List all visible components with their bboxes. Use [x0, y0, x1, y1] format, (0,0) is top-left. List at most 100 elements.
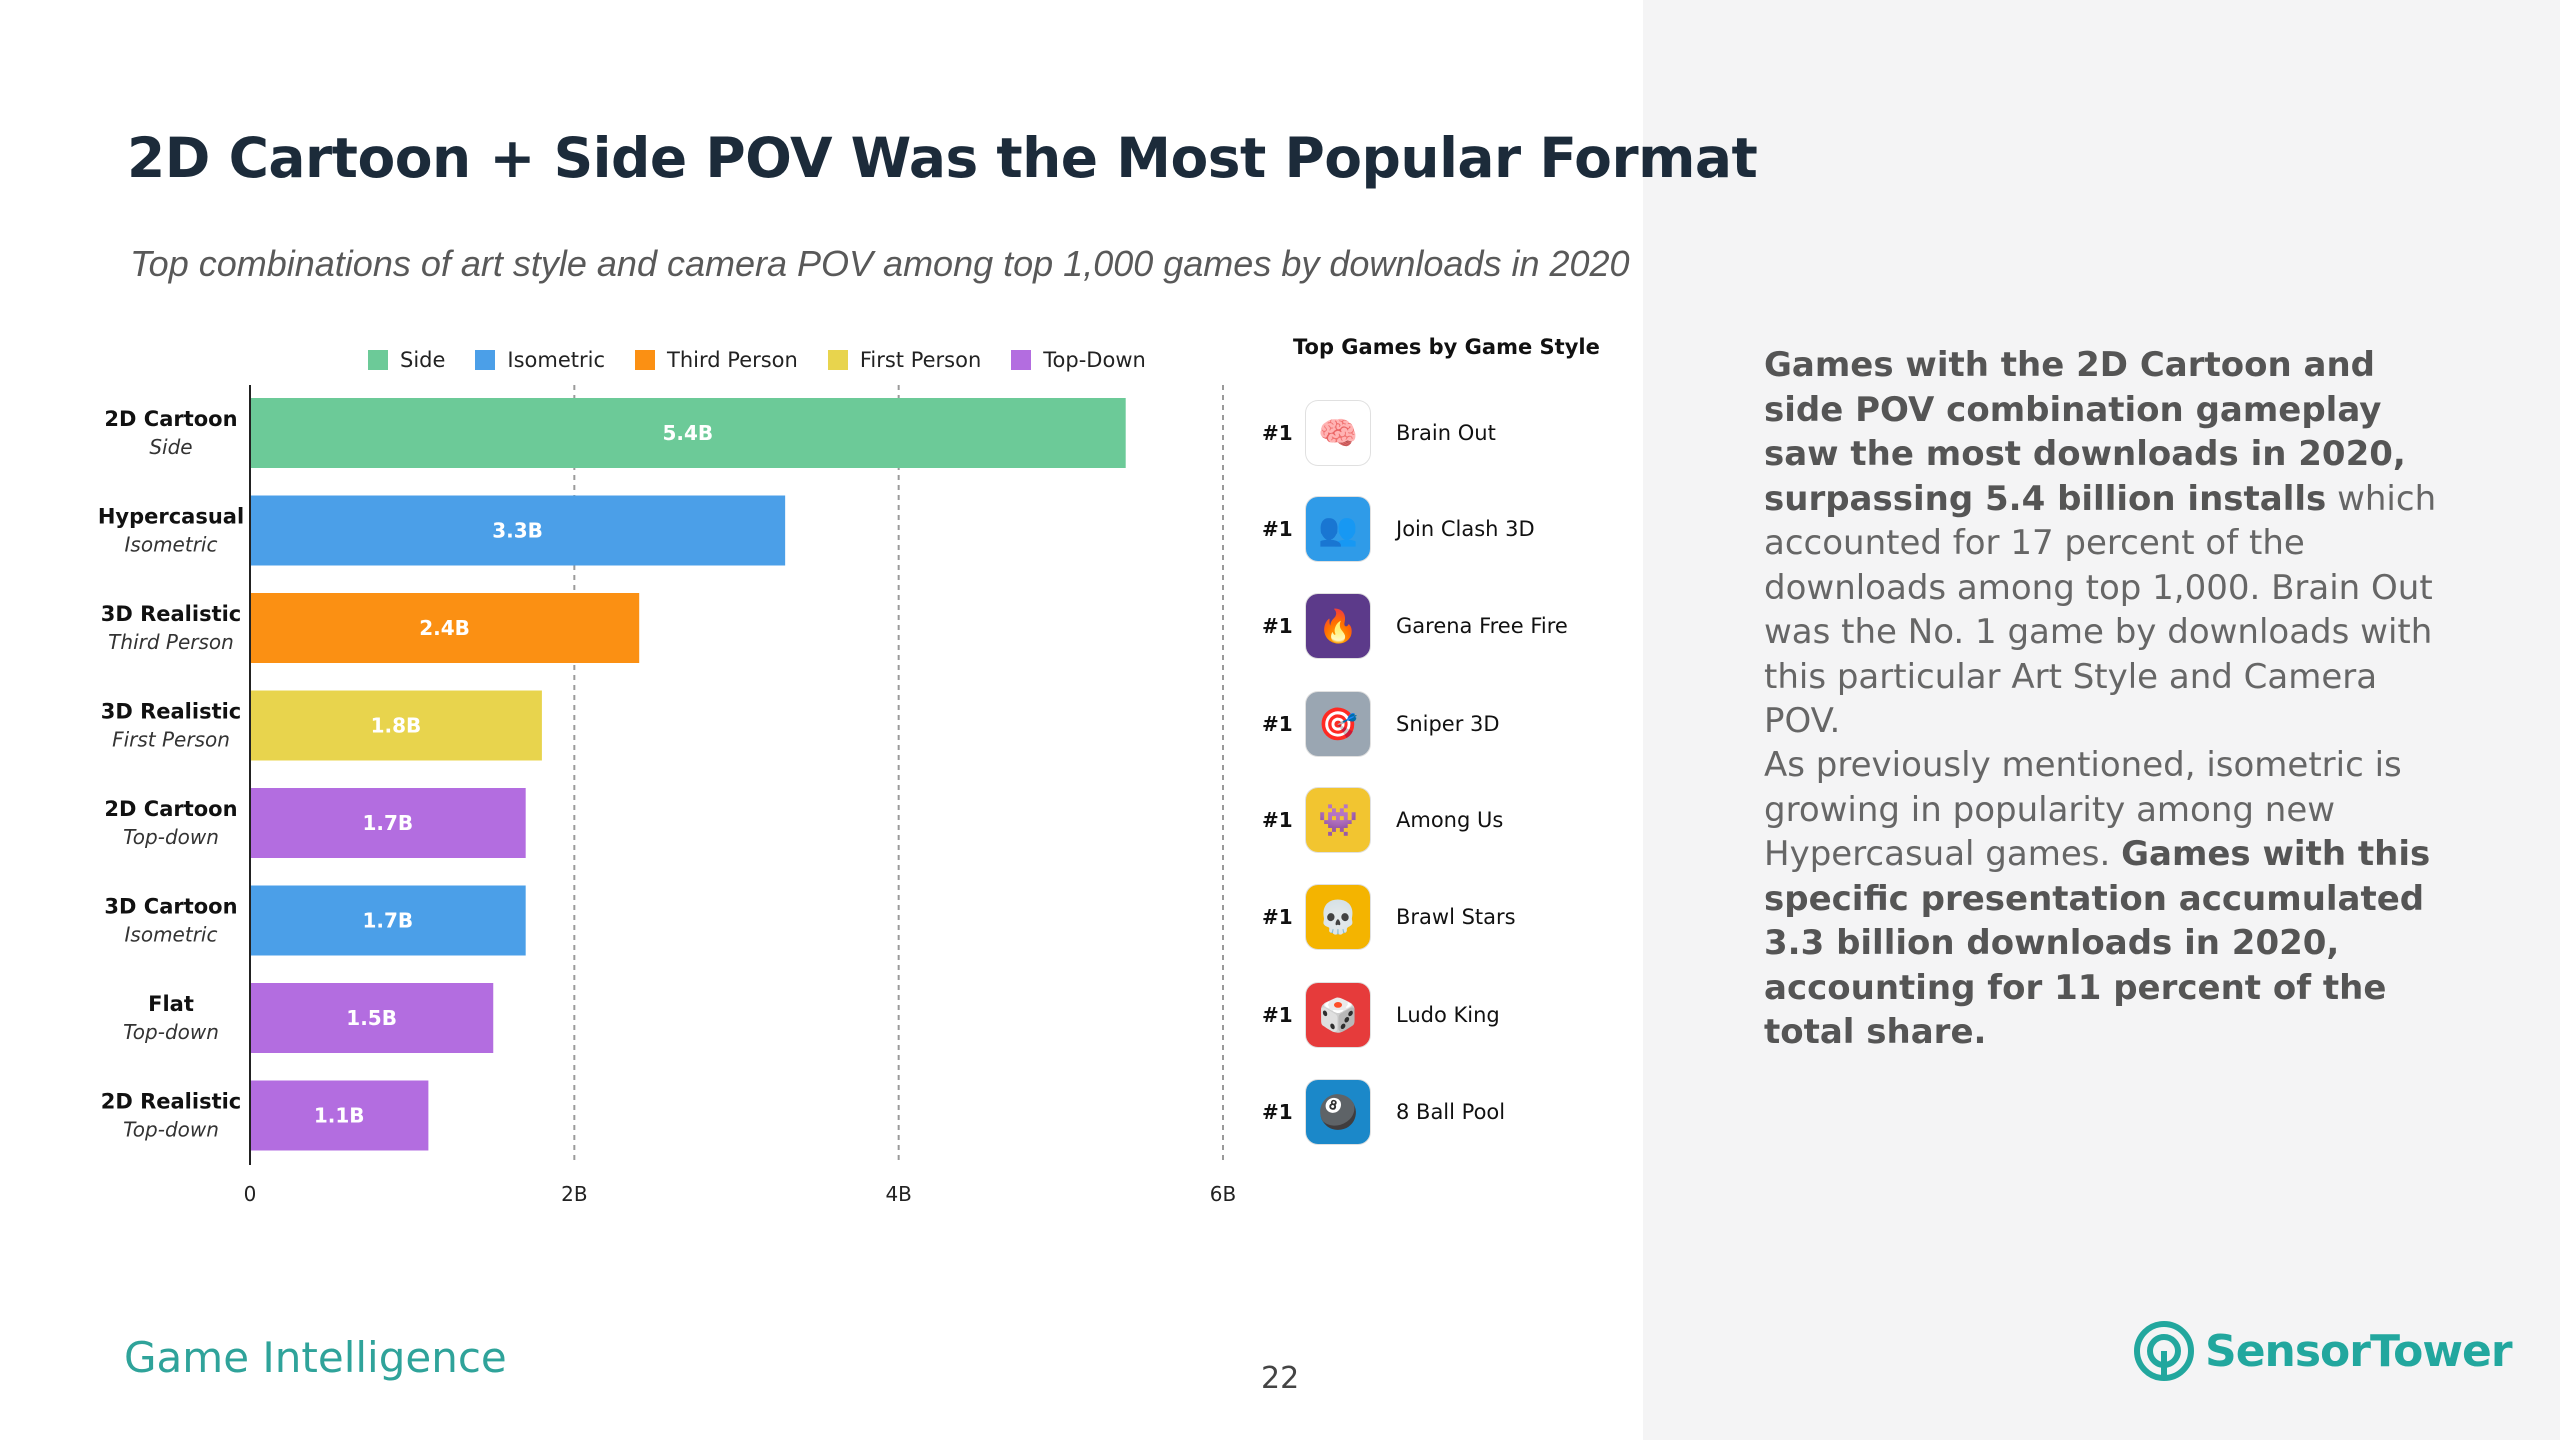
game-rank: #1	[1262, 712, 1293, 736]
game-row-sniper-3d: #1 🎯 Sniper 3D	[1262, 689, 1642, 759]
game-name: Join Clash 3D	[1396, 517, 1535, 541]
fire-icon: 🔥	[1306, 594, 1370, 658]
legend-item-third-person: Third Person	[635, 348, 798, 372]
game-name: Sniper 3D	[1396, 712, 1500, 736]
game-row-ludo-king: #1 🎲 Ludo King	[1262, 980, 1642, 1050]
description-text: which accounted for 17 percent of the do…	[1764, 478, 2437, 742]
brain-icon: 🧠	[1306, 401, 1370, 465]
game-rank: #1	[1262, 808, 1293, 832]
page-subtitle: Top combinations of art style and camera…	[130, 243, 1630, 284]
game-name: Garena Free Fire	[1396, 614, 1568, 638]
bar-value-label: 1.1B	[314, 1104, 365, 1128]
game-row-join-clash: #1 👥 Join Clash 3D	[1262, 494, 1642, 564]
x-tick-label: 6B	[1210, 1182, 1236, 1206]
bar-chart: 0 2B 4B 6B 5.4B 2D Cartoon Side 3.3B Hypercasual…	[98, 385, 1236, 1206]
legend-item-isometric: Isometric	[475, 348, 605, 372]
legend-swatch	[635, 350, 656, 370]
game-rank: #1	[1262, 905, 1293, 929]
x-tick-label: 2B	[561, 1182, 587, 1206]
game-name: Among Us	[1396, 808, 1504, 832]
category-label: 3D Realistic	[101, 602, 242, 626]
game-row-8-ball-pool: #1 🎱 8 Ball Pool	[1262, 1077, 1642, 1147]
bar	[251, 495, 786, 566]
category-sublabel: Top-down	[123, 1118, 219, 1142]
category-label: 2D Realistic	[101, 1090, 242, 1114]
section-label: Game Intelligence	[124, 1333, 507, 1382]
legend-item-side: Side	[368, 348, 445, 372]
category-sublabel: Side	[149, 435, 192, 459]
game-row-among-us: #1 👾 Among Us	[1262, 785, 1642, 855]
bar	[251, 885, 526, 956]
brand-name: SensorTower	[2205, 1325, 2513, 1377]
bar	[251, 398, 1126, 468]
legend-swatch	[368, 350, 388, 370]
game-rank: #1	[1262, 1100, 1293, 1124]
page-title: 2D Cartoon + Side POV Was the Most Popul…	[127, 126, 1758, 190]
crowd-icon: 👥	[1306, 497, 1370, 561]
pool-ball-icon: 🎱	[1306, 1080, 1370, 1144]
game-row-free-fire: #1 🔥 Garena Free Fire	[1262, 591, 1642, 661]
sensor-tower-logo: SensorTower	[2133, 1320, 2513, 1382]
game-name: Brawl Stars	[1396, 905, 1516, 929]
category-label: 3D Cartoon	[104, 895, 237, 919]
category-label: 2D Cartoon	[104, 797, 237, 821]
legend-label: Side	[400, 348, 446, 372]
legend-swatch	[475, 350, 496, 370]
bar-value-label: 1.5B	[346, 1006, 397, 1030]
bar	[251, 788, 526, 858]
bar	[251, 690, 542, 761]
legend-label: Top-Down	[1043, 348, 1146, 372]
chart-legend: Side Isometric Third Person First Person…	[368, 348, 1146, 372]
x-tick-label: 0	[244, 1182, 257, 1206]
category-sublabel: Third Person	[108, 630, 234, 654]
legend-item-first-person: First Person	[827, 348, 982, 372]
category-sublabel: Top-down	[123, 825, 219, 849]
game-rank: #1	[1262, 517, 1293, 541]
crosshair-icon: 🎯	[1306, 692, 1370, 756]
bar-value-label: 3.3B	[492, 519, 543, 543]
legend-label: Isometric	[507, 348, 606, 372]
bar	[251, 983, 494, 1053]
game-name: Ludo King	[1396, 1003, 1500, 1027]
description-text: As previously mentioned, isometric is gr…	[1764, 745, 2402, 874]
bar-value-label: 5.4B	[663, 421, 714, 445]
game-row-brawl-stars: #1 💀 Brawl Stars	[1262, 882, 1642, 952]
legend-label: First Person	[859, 348, 982, 372]
bar	[251, 593, 640, 663]
category-label: Flat	[148, 992, 194, 1016]
sensor-tower-icon	[2134, 1321, 2194, 1381]
dice-icon: 🎲	[1306, 983, 1370, 1047]
legend-swatch	[1011, 350, 1032, 370]
description-highlight: Games with this specific presentation ac…	[1764, 834, 2431, 1052]
description-highlight: Games with the 2D Cartoon and side POV c…	[1764, 345, 2406, 519]
category-sublabel: Isometric	[125, 533, 218, 557]
game-rank: #1	[1262, 1003, 1293, 1027]
crewmate-icon: 👾	[1306, 788, 1370, 852]
game-rank: #1	[1262, 421, 1293, 445]
category-label: Hypercasual	[98, 505, 244, 529]
legend-swatch	[827, 350, 848, 370]
skull-icon: 💀	[1306, 885, 1370, 949]
description-paragraph-1: Games with the 2D Cartoon and side POV c…	[1764, 343, 2464, 744]
category-label: 2D Cartoon	[104, 407, 237, 431]
bar	[251, 1080, 429, 1151]
legend-label: Third Person	[667, 348, 798, 372]
bar-value-label: 1.8B	[371, 714, 422, 738]
category-sublabel: Isometric	[125, 923, 218, 947]
game-row-brain-out: #1 🧠 Brain Out	[1262, 398, 1642, 468]
bar-value-label: 2.4B	[419, 616, 470, 640]
bar-value-label: 1.7B	[362, 909, 413, 933]
x-tick-label: 4B	[885, 1182, 911, 1206]
game-name: Brain Out	[1396, 421, 1496, 445]
legend-item-top-down: Top-Down	[1011, 348, 1146, 372]
bar-value-label: 1.7B	[362, 811, 413, 835]
game-rank: #1	[1262, 614, 1293, 638]
game-name: 8 Ball Pool	[1396, 1100, 1506, 1124]
category-label: 3D Realistic	[101, 700, 242, 724]
description-paragraph-2: As previously mentioned, isometric is gr…	[1764, 743, 2464, 1055]
right-panel	[1643, 0, 2560, 1440]
category-sublabel: First Person	[112, 728, 230, 752]
top-games-header: Top Games by Game Style	[1293, 335, 1600, 359]
page-number: 22	[1261, 1361, 1300, 1396]
category-sublabel: Top-down	[123, 1020, 219, 1044]
